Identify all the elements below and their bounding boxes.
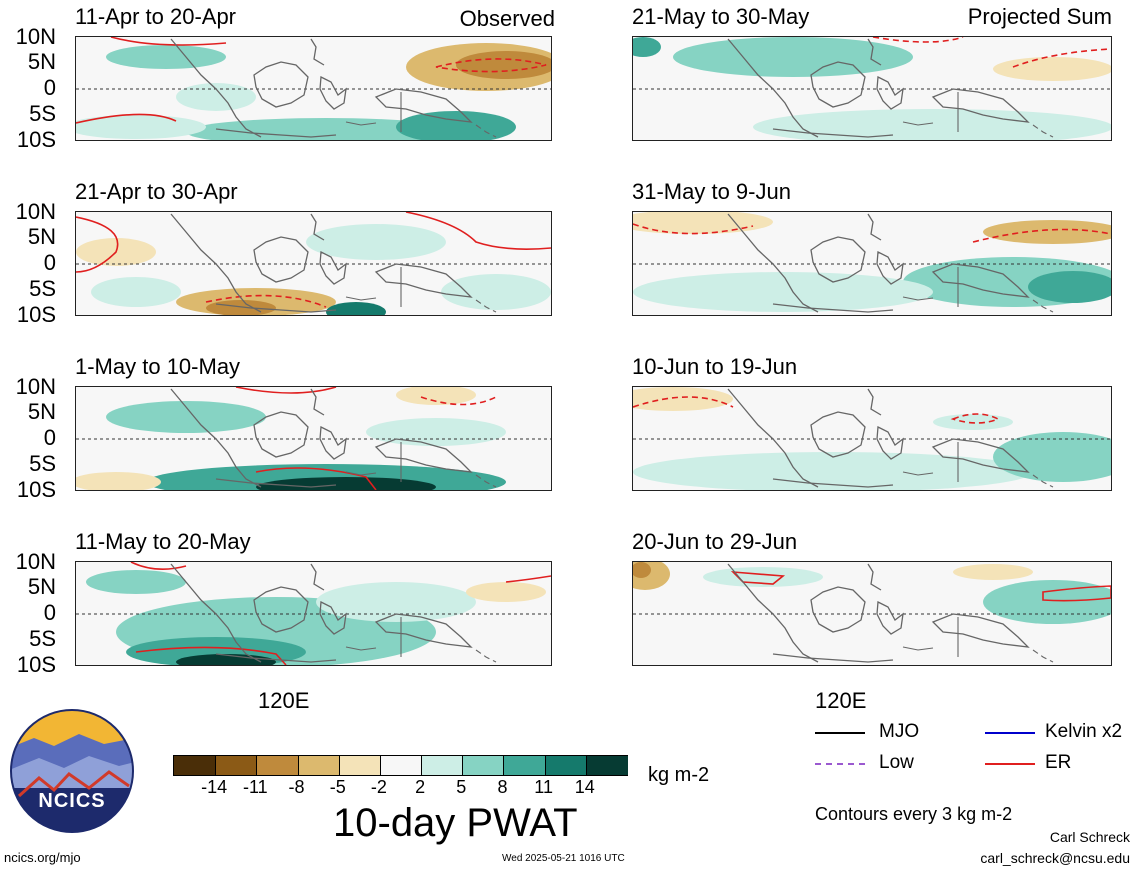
lat-label-5s: 5S: [29, 451, 56, 476]
colorbar-swatch: [297, 756, 340, 775]
lat-label-5n: 5N: [27, 399, 56, 424]
lat-label-5s: 5S: [29, 276, 56, 301]
footer-site[interactable]: ncics.org/mjo: [4, 850, 81, 865]
lat-label-10s: 10S: [16, 477, 56, 502]
map-panel-left-1: [75, 36, 552, 141]
colorbar-swatch: [462, 756, 505, 775]
lat-label-5n: 5N: [27, 224, 56, 249]
contours-note: Contours every 3 kg m-2: [815, 804, 1013, 824]
legend-kelvin-line: [985, 732, 1035, 734]
panel-title-left-3: 1-May to 10-May: [75, 354, 241, 379]
colorbar-swatch: [215, 756, 258, 775]
panel-title-left-2: 21-Apr to 30-Apr: [75, 179, 238, 204]
colorbar-swatch: [421, 756, 464, 775]
colorbar-tick-label: -11: [243, 777, 268, 797]
colorbar-swatch: [256, 756, 299, 775]
colorbar-tick-label: 14: [574, 777, 595, 797]
observed-label: Observed: [459, 6, 555, 31]
colorbar-tick-label: 5: [456, 777, 467, 797]
figure-title: 10-day PWAT: [333, 801, 578, 845]
colorbar: [173, 755, 628, 776]
colorbar-swatch: [379, 756, 423, 775]
lat-label-10n: 10N: [15, 374, 56, 399]
lon-label-left: 120E: [258, 688, 310, 713]
lat-label-0: 0: [43, 250, 56, 275]
lat-label-0: 0: [43, 600, 56, 625]
footer-author: Carl Schreck: [1049, 829, 1130, 845]
panel-title-right-4: 20-Jun to 29-Jun: [632, 529, 798, 554]
legend-low-line: [815, 763, 865, 765]
panel-title-right-3: 10-Jun to 19-Jun: [632, 354, 798, 379]
colorbar-tick-label: -14: [201, 777, 228, 797]
legend-er-line: [985, 763, 1035, 765]
lat-label-10n: 10N: [15, 24, 56, 49]
lat-label-10n: 10N: [15, 549, 56, 574]
lat-label-10s: 10S: [16, 302, 56, 327]
lat-label-0: 0: [43, 75, 56, 100]
map-panel-right-4: [632, 561, 1112, 666]
legend-mjo-label: MJO: [879, 721, 920, 742]
lat-label-0: 0: [43, 425, 56, 450]
map-panel-left-2: [75, 211, 552, 316]
legend-low-label: Low: [879, 752, 914, 773]
lat-label-10s: 10S: [16, 652, 56, 677]
colorbar-tick-label: -8: [288, 777, 305, 797]
legend-mjo-line: [815, 732, 865, 734]
panel-title-right-1: 21-May to 30-May: [632, 4, 810, 29]
lon-label-right: 120E: [815, 688, 867, 713]
colorbar-unit: kg m-2: [648, 764, 710, 786]
panel-title-right-2: 31-May to 9-Jun: [632, 179, 791, 204]
logo-text: NCICS: [38, 790, 106, 812]
map-panel-left-4: [75, 561, 552, 666]
lat-label-5n: 5N: [27, 574, 56, 599]
map-panel-right-1: [632, 36, 1112, 141]
ncics-logo: NCICS: [9, 708, 135, 834]
colorbar-tick-label: 2: [415, 777, 426, 797]
lat-label-5s: 5S: [29, 101, 56, 126]
projected-sum-label: Projected Sum: [967, 4, 1112, 29]
colorbar-swatch: [503, 756, 546, 775]
map-panel-left-3: [75, 386, 552, 491]
colorbar-tick-label: -2: [370, 777, 387, 797]
colorbar-swatch: [585, 756, 628, 775]
map-panel-right-3: [632, 386, 1112, 491]
map-panel-right-2: [632, 211, 1112, 316]
lat-label-10n: 10N: [15, 199, 56, 224]
colorbar-swatch: [544, 756, 587, 775]
colorbar-tick-label: 8: [497, 777, 508, 797]
colorbar-swatch: [174, 756, 216, 775]
panel-title-left-4: 11-May to 20-May: [75, 529, 251, 554]
colorbar-tick-label: -5: [329, 777, 346, 797]
legend-er-label: ER: [1045, 752, 1072, 773]
lat-label-5n: 5N: [27, 49, 56, 74]
footer-email[interactable]: carl_schreck@ncsu.edu: [980, 850, 1130, 866]
legend-kelvin-label: Kelvin x2: [1045, 721, 1123, 742]
lat-label-5s: 5S: [29, 626, 56, 651]
panel-title-left-1: 11-Apr to 20-Apr: [75, 4, 237, 29]
colorbar-tick-label: 11: [534, 777, 553, 797]
lat-label-10s: 10S: [16, 127, 56, 152]
footer-timestamp: Wed 2025-05-21 1016 UTC: [502, 853, 625, 864]
colorbar-swatch: [338, 756, 381, 775]
